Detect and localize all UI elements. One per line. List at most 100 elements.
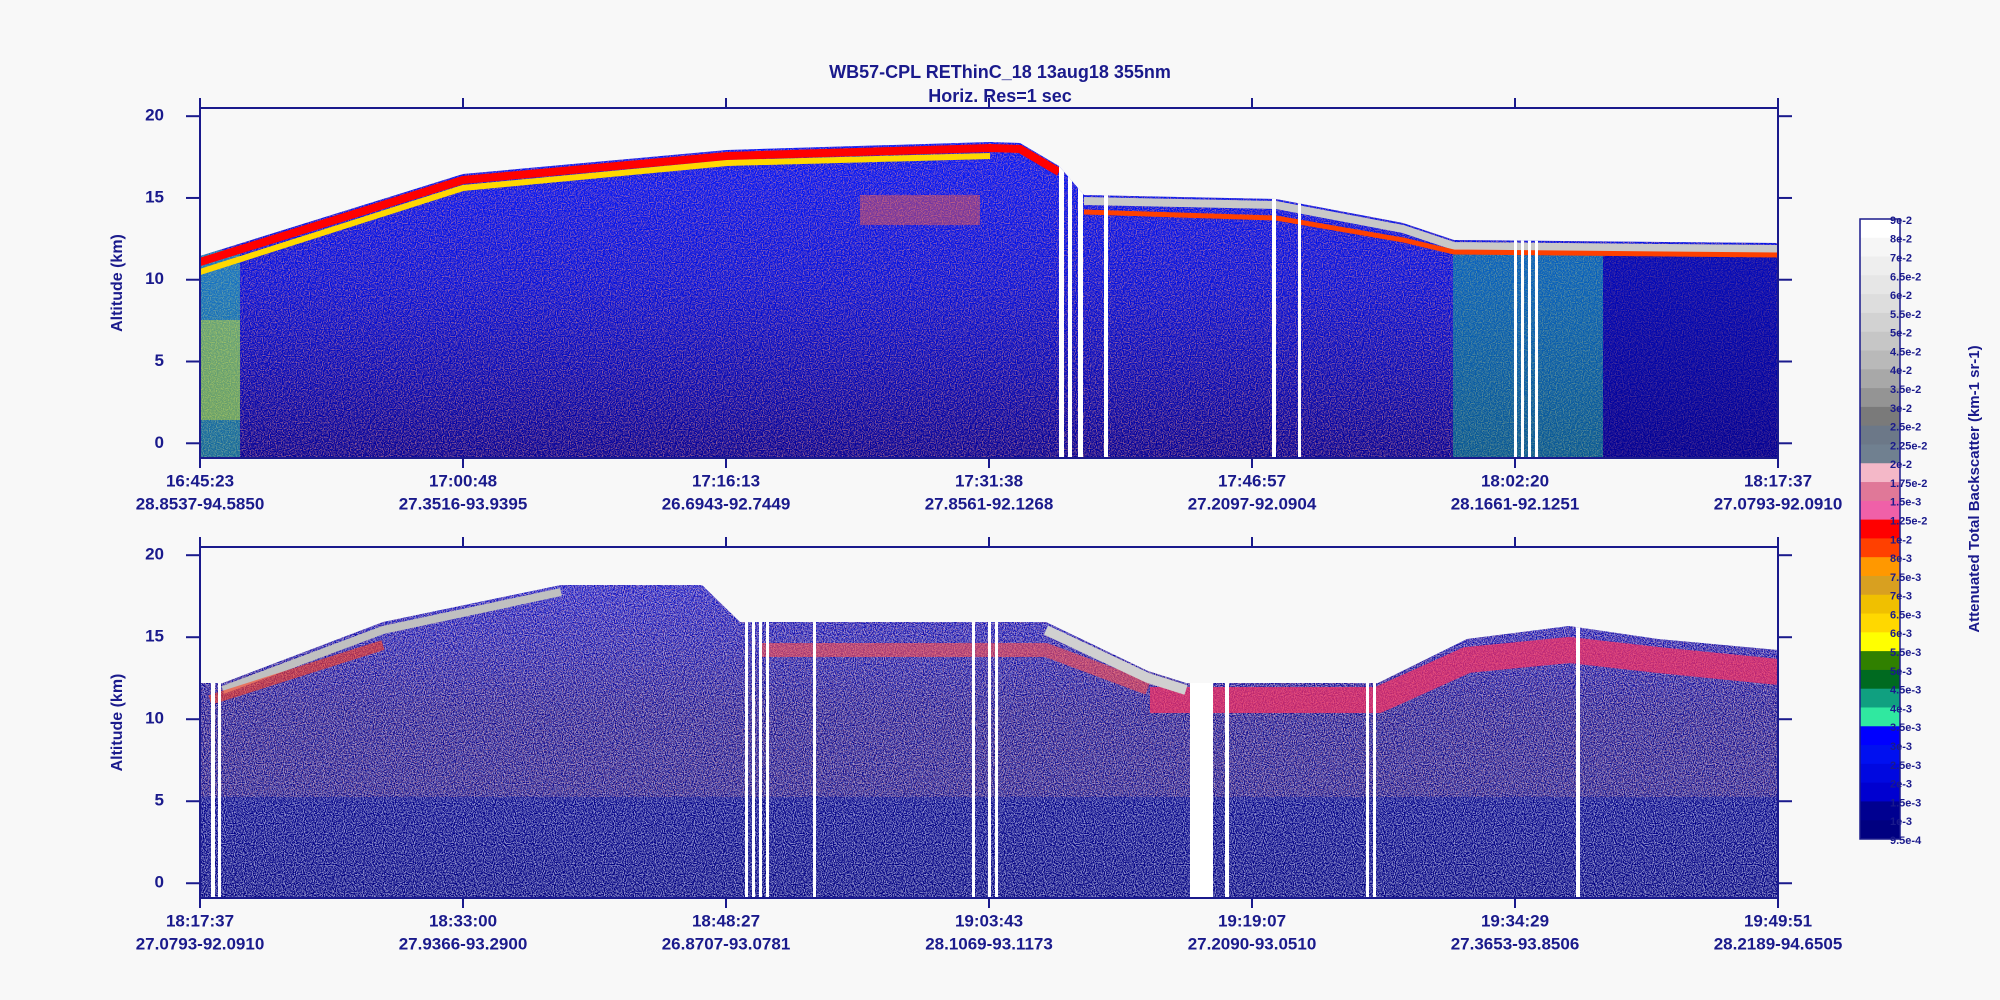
colorbar-label: 5e-2	[1890, 328, 1912, 340]
x-tick-location: 28.2189-94.6505	[1714, 934, 1843, 953]
colorbar-label: 4.5e-2	[1890, 346, 1921, 358]
colorbar-label: 3.5e-2	[1890, 384, 1921, 396]
colorbar-label: 5.5e-2	[1890, 309, 1921, 321]
colorbar-band	[1860, 669, 1900, 690]
colorbar-label: 6.5e-2	[1890, 271, 1921, 283]
y-axis-title: Altitude (km)	[109, 234, 126, 332]
x-tick-time: 18:02:20	[1481, 471, 1549, 490]
colorbar-label: 4e-2	[1890, 365, 1912, 377]
colorbar-label: 2.5e-3	[1890, 760, 1921, 772]
colorbar-label: 8e-3	[1890, 553, 1912, 565]
x-tick-location: 27.2097-92.0904	[1188, 494, 1317, 513]
y-axis-title: Altitude (km)	[109, 674, 126, 772]
colorbar-band	[1860, 782, 1900, 802]
backscatter-field-top	[200, 142, 1778, 458]
y-tick-label: 0	[155, 433, 164, 452]
colorbar-band	[1860, 312, 1900, 333]
colorbar-label: 3.5e-3	[1890, 722, 1921, 734]
x-tick-location: 27.3653-93.8506	[1451, 934, 1580, 953]
colorbar-band	[1860, 613, 1900, 633]
colorbar-label: 8e-2	[1890, 234, 1912, 246]
colorbar-band	[1860, 294, 1900, 314]
colorbar-band	[1860, 444, 1900, 464]
colorbar-band	[1860, 594, 1900, 615]
chart-title: WB57-CPL REThinC_18 13aug18 355nm	[829, 62, 1171, 82]
colorbar-label: 7e-3	[1890, 591, 1912, 603]
y-tick-label: 20	[145, 545, 164, 564]
colorbar-label: 1e-3	[1890, 816, 1912, 828]
colorbar-band	[1860, 256, 1900, 276]
x-tick-time: 18:48:27	[692, 911, 760, 930]
colorbar-label: 7e-2	[1890, 252, 1912, 264]
x-tick-time: 16:45:23	[166, 471, 234, 490]
x-tick-time: 18:17:37	[166, 911, 234, 930]
colorbar-band	[1860, 369, 1900, 389]
colorbar-label: 6e-2	[1890, 290, 1912, 302]
colorbar-label: 3e-2	[1890, 403, 1912, 415]
backscatter-field-bottom	[200, 585, 1778, 898]
x-tick-location: 26.8707-93.0781	[662, 934, 791, 953]
colorbar-label: 7.5e-3	[1890, 572, 1921, 584]
colorbar-band	[1860, 388, 1900, 408]
y-tick-label: 10	[145, 269, 164, 288]
colorbar-label: 5e-3	[1890, 666, 1912, 678]
colorbar-band	[1860, 726, 1900, 746]
x-tick-time: 19:34:29	[1481, 911, 1549, 930]
x-tick-location: 27.0793-92.0910	[1714, 494, 1843, 513]
colorbar-band	[1860, 801, 1900, 821]
colorbar-band	[1860, 350, 1900, 370]
colorbar-label: 5.5e-3	[1890, 647, 1921, 659]
x-tick-location: 26.6943-92.7449	[662, 494, 791, 513]
colorbar-band	[1860, 463, 1900, 483]
colorbar-band	[1860, 763, 1900, 784]
colorbar-label: 6.5e-3	[1890, 609, 1921, 621]
colorbar-label: 9.5e-4	[1890, 835, 1922, 847]
y-tick-label: 20	[145, 106, 164, 125]
colorbar-band	[1860, 688, 1900, 708]
x-tick-time: 19:19:07	[1218, 911, 1286, 930]
colorbar-label: 2e-3	[1890, 779, 1912, 791]
x-tick-time: 18:33:00	[429, 911, 497, 930]
y-tick-label: 0	[155, 873, 164, 892]
x-tick-time: 17:31:38	[955, 471, 1023, 490]
colorbar-label: 1.5e-3	[1890, 497, 1921, 509]
x-tick-location: 28.1069-93.1173	[925, 934, 1053, 953]
colorbar-label: 3e-3	[1890, 741, 1912, 753]
colorbar-band	[1860, 632, 1900, 652]
colorbar-frame	[1859, 218, 1901, 840]
x-tick-location: 27.8561-92.1268	[925, 494, 1054, 513]
colorbar-band	[1860, 275, 1900, 295]
y-tick-label: 5	[155, 351, 164, 370]
x-tick-time: 17:46:57	[1218, 471, 1286, 490]
y-tick-label: 15	[145, 187, 164, 206]
colorbar-band	[1860, 651, 1900, 671]
colorbar-label: 2.5e-2	[1890, 422, 1921, 434]
chart-subtitle: Horiz. Res=1 sec	[928, 86, 1072, 106]
colorbar-label: 6e-3	[1890, 628, 1912, 640]
colorbar-band	[1860, 707, 1900, 727]
y-tick-label: 5	[155, 791, 164, 810]
x-tick-time: 17:16:13	[692, 471, 760, 490]
colorbar-label: 1.25e-2	[1890, 516, 1927, 528]
colorbar-label: 1.75e-2	[1890, 478, 1927, 490]
colorbar-band	[1860, 538, 1900, 558]
colorbar-label: 9e-2	[1890, 215, 1912, 227]
x-tick-time: 18:17:37	[1744, 471, 1812, 490]
x-tick-location: 27.0793-92.0910	[136, 934, 265, 953]
x-tick-location: 27.2090-93.0510	[1188, 934, 1317, 953]
x-tick-time: 19:49:51	[1744, 911, 1812, 930]
colorbar-band	[1860, 482, 1900, 502]
colorbar-band	[1860, 820, 1900, 840]
x-tick-location: 28.8537-94.5850	[136, 494, 265, 513]
colorbar-label: 2e-2	[1890, 459, 1912, 471]
colorbar-band	[1860, 745, 1900, 765]
colorbar-title: Attenuated Total Backscatter (km-1 sr-1)	[1966, 345, 1983, 632]
colorbar-label: 4e-3	[1890, 703, 1912, 715]
x-tick-time: 17:00:48	[429, 471, 497, 490]
x-tick-time: 19:03:43	[955, 911, 1023, 930]
colorbar-band	[1860, 406, 1900, 427]
colorbar-band	[1860, 237, 1900, 258]
colorbar-label: 4.5e-3	[1890, 685, 1921, 697]
